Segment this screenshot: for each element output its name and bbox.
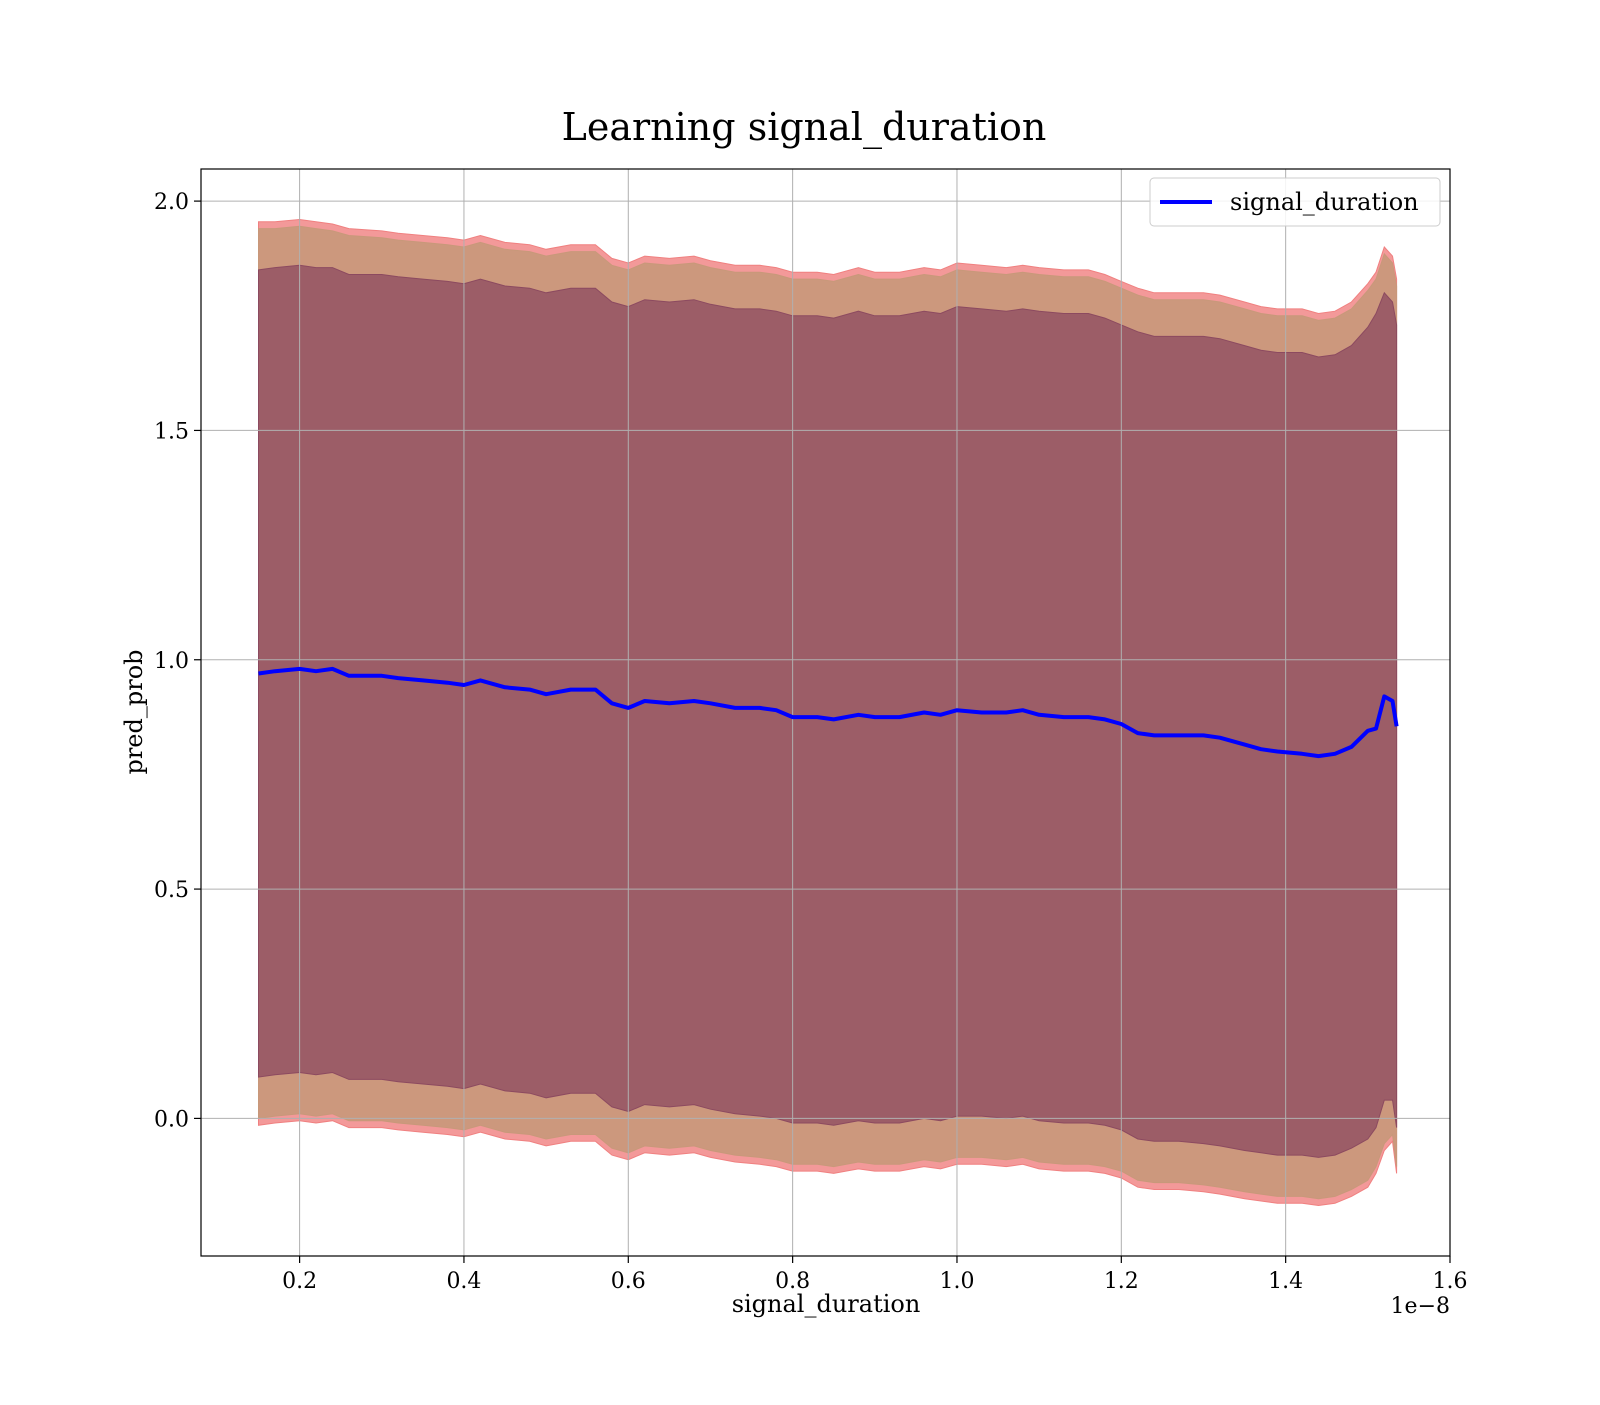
- y-tick-label: 1.0: [154, 649, 189, 674]
- confidence-band-3: [258, 264, 1398, 1158]
- y-tick-label: 0.5: [154, 878, 189, 903]
- x-tick-label: 1.4: [1268, 1269, 1303, 1294]
- x-axis: 0.2 0.4 0.6 0.8 1.0 1.2 1.4 1.6: [282, 1256, 1468, 1294]
- y-axis-label: pred_prob: [120, 649, 148, 774]
- x-tick-label: 0.2: [282, 1269, 317, 1294]
- x-tick-label: 1.0: [939, 1269, 974, 1294]
- y-axis: 0.0 0.5 1.0 1.5 2.0: [154, 190, 201, 1132]
- y-tick-label: 2.0: [154, 190, 189, 215]
- y-tick-label: 1.5: [154, 419, 189, 444]
- x-axis-label: signal_duration: [732, 1290, 921, 1318]
- legend-label: signal_duration: [1230, 188, 1419, 216]
- x-tick-label: 0.6: [611, 1269, 646, 1294]
- x-tick-label: 1.2: [1104, 1269, 1139, 1294]
- plot-frame: [200, 168, 1451, 1257]
- x-tick-label: 0.8: [775, 1269, 810, 1294]
- legend: signal_duration: [1149, 177, 1441, 227]
- y-tick-label: 0.0: [154, 1107, 189, 1132]
- series-line-signal-duration: [258, 666, 1399, 759]
- x-tick-label: 0.4: [446, 1269, 481, 1294]
- x-tick-label: 1.6: [1433, 1269, 1468, 1294]
- x-axis-offset-label: 1e−8: [1391, 1294, 1450, 1319]
- plot-area: [201, 169, 1451, 1256]
- legend-box: [1149, 177, 1441, 227]
- chart-title: Learning signal_duration: [562, 105, 1047, 150]
